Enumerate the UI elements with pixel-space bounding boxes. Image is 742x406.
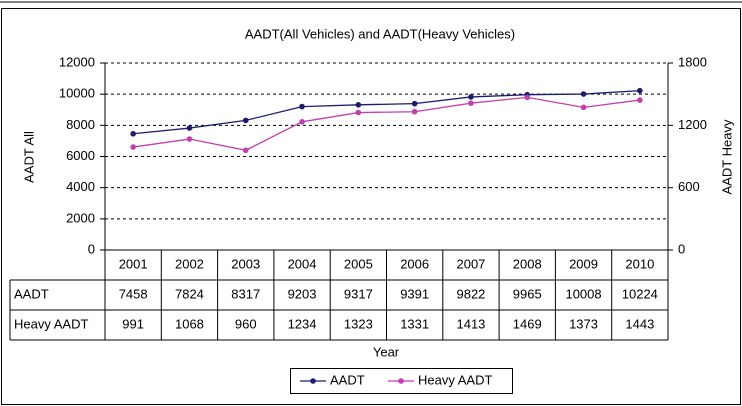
data-point (411, 108, 418, 115)
data-point (411, 100, 418, 107)
y2-axis-label: AADT Heavy (719, 119, 734, 194)
x-tick-label: 2009 (569, 256, 598, 271)
y-tick-label: 0 (88, 241, 95, 256)
table-cell: 1234 (288, 316, 317, 331)
legend-marker (398, 378, 404, 384)
legend-marker (310, 378, 316, 384)
x-tick-label: 2005 (344, 256, 373, 271)
y-tick-label: 4000 (66, 179, 95, 194)
chart-title: AADT(All Vehicles) and AADT(Heavy Vehicl… (245, 26, 515, 41)
data-point (299, 119, 305, 125)
legend-box (290, 368, 513, 394)
legend-label: AADT (330, 372, 365, 387)
y2-tick-label: 0 (678, 241, 685, 256)
table-cell: 9203 (288, 286, 317, 301)
table-cell: 1413 (456, 316, 485, 331)
data-point (242, 117, 249, 124)
table-row-label: AADT (14, 286, 49, 301)
table-cell: 9317 (344, 286, 373, 301)
table-cell: 9965 (513, 286, 542, 301)
y2-tick-label: 600 (678, 179, 700, 194)
y-tick-label: 12000 (59, 54, 95, 69)
data-point (130, 130, 136, 137)
table-cell: 10224 (622, 286, 658, 301)
y-tick-label: 6000 (66, 148, 95, 163)
table-cell: 991 (122, 316, 144, 331)
y2-tick-label: 1200 (678, 117, 707, 132)
data-point (580, 104, 587, 111)
table-cell: 1323 (344, 316, 373, 331)
table-cell: 9391 (400, 286, 429, 301)
frame (1, 8, 741, 405)
table-cell: 1068 (175, 316, 204, 331)
legend-label: Heavy AADT (418, 372, 492, 387)
x-tick-label: 2003 (231, 256, 260, 271)
data-point (130, 144, 136, 150)
table-cell: 1373 (569, 316, 598, 331)
table-cell: 1469 (513, 316, 542, 331)
table-cell: 7458 (119, 286, 148, 301)
data-point (580, 91, 587, 97)
data-point (186, 125, 193, 131)
data-point (355, 102, 362, 108)
data-point (468, 100, 474, 107)
x-tick-label: 2006 (400, 256, 429, 271)
x-axis-label: Year (373, 344, 400, 359)
table-cell: 1331 (400, 316, 429, 331)
data-point (299, 103, 305, 110)
y2-tick-label: 1800 (678, 54, 707, 69)
data-point (637, 87, 643, 94)
x-tick-label: 2010 (625, 256, 654, 271)
data-point (355, 109, 362, 116)
data-point (242, 147, 249, 154)
x-tick-label: 2008 (513, 256, 542, 271)
table-cell: 1443 (625, 316, 654, 331)
series-line (133, 96, 640, 151)
x-tick-label: 2004 (288, 256, 317, 271)
data-point (637, 97, 643, 103)
table-cell: 960 (235, 316, 257, 331)
table-cell: 8317 (231, 286, 260, 301)
x-tick-label: 2007 (456, 256, 485, 271)
table-cell: 10008 (565, 286, 601, 301)
data-point (468, 94, 474, 100)
table-cell: 7824 (175, 286, 204, 301)
y-tick-label: 10000 (59, 86, 95, 101)
x-tick-label: 2002 (175, 256, 204, 271)
series-line (133, 90, 640, 135)
data-point (524, 94, 531, 101)
y-axis-label: AADT All (21, 131, 36, 183)
data-point (186, 136, 193, 142)
y-tick-label: 2000 (66, 210, 95, 225)
x-tick-label: 2001 (119, 256, 148, 271)
table-cell: 9822 (456, 286, 485, 301)
y-tick-label: 8000 (66, 117, 95, 132)
table-row-label: Heavy AADT (14, 316, 88, 331)
